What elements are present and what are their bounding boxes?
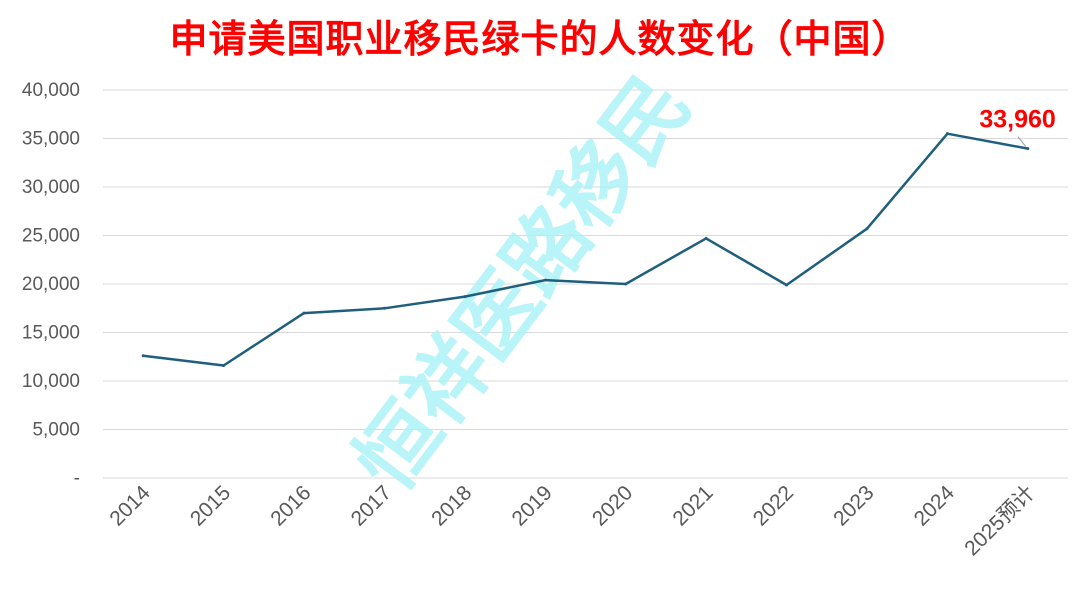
y-tick-label: 5,000 bbox=[32, 420, 80, 441]
y-tick-label: 25,000 bbox=[22, 226, 80, 247]
series-line bbox=[143, 132, 1029, 367]
y-tick-label: 35,000 bbox=[22, 129, 80, 150]
y-tick-label: 10,000 bbox=[22, 371, 80, 392]
data-point bbox=[222, 363, 226, 367]
y-tick-label: 15,000 bbox=[22, 323, 80, 344]
x-tick-label: 2014 bbox=[105, 481, 155, 531]
x-tick-label: 2019 bbox=[508, 481, 557, 530]
data-point bbox=[704, 236, 708, 240]
x-tick-label: 2025预计 bbox=[960, 481, 1039, 560]
data-point bbox=[1026, 147, 1030, 151]
x-tick-label: 2015 bbox=[186, 481, 235, 530]
data-label: 33,960 bbox=[979, 106, 1055, 134]
data-point bbox=[865, 227, 869, 231]
y-tick-label: 20,000 bbox=[22, 274, 80, 295]
y-tick-label: 30,000 bbox=[22, 177, 80, 198]
data-point bbox=[382, 306, 386, 310]
data-point bbox=[785, 283, 789, 287]
x-tick-label: 2023 bbox=[829, 481, 878, 530]
data-point bbox=[945, 132, 949, 136]
x-tick-label: 2018 bbox=[427, 481, 476, 530]
annotation-leader bbox=[1017, 136, 1027, 147]
x-tick-label: 2020 bbox=[588, 481, 637, 530]
data-point bbox=[141, 354, 145, 358]
x-tick-label: 2016 bbox=[266, 481, 315, 530]
y-tick-label: - bbox=[74, 468, 80, 489]
data-point bbox=[463, 295, 467, 299]
data-point bbox=[543, 278, 547, 282]
y-tick-label: 40,000 bbox=[22, 80, 80, 101]
data-point bbox=[302, 311, 306, 315]
data-point bbox=[624, 282, 628, 286]
chart-title: 申请美国职业移民绿卡的人数变化（中国） bbox=[169, 17, 911, 61]
x-tick-label: 2022 bbox=[749, 481, 798, 530]
x-tick-label: 2021 bbox=[668, 481, 717, 530]
x-tick-label: 2024 bbox=[910, 481, 960, 531]
